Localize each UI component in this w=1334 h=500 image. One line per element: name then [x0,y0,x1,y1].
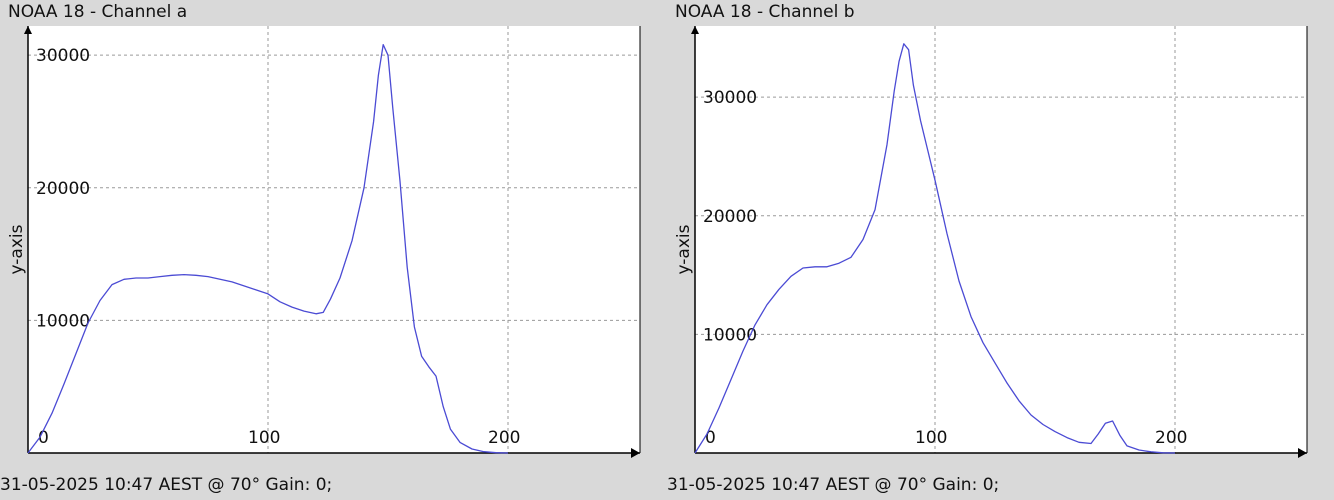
y-tick-label: 30000 [36,46,90,66]
y-tick-label: 20000 [703,207,757,227]
y-axis-arrow [691,26,699,34]
x-tick-label: 200 [1155,428,1187,448]
chart-title: NOAA 18 - Channel a [8,2,188,22]
chart-a: 0 100 200 10000 20000 30000 y-axis [7,26,641,458]
y-tick-label: 20000 [36,179,90,199]
x-tick-label: 200 [488,428,520,448]
y-tick-label: 10000 [36,311,90,331]
chart-footer: 31-05-2025 10:47 AEST @ 70° Gain: 0; [667,475,1000,495]
series-line [694,43,1176,454]
chart-footer: 31-05-2025 10:47 AEST @ 70° Gain: 0; [0,475,333,495]
y-axis-label: y-axis [674,224,694,274]
plot-area [28,26,640,453]
plot-area [695,26,1307,453]
chart-panel-a: 0 100 200 10000 20000 30000 y-axis NOAA 18 - C… [0,2,641,495]
x-tick-label: 100 [248,428,280,448]
chart-title: NOAA 18 - Channel b [675,2,855,22]
x-tick-label: 0 [705,428,716,448]
x-axis-arrow [631,448,640,458]
chart-b: 0 100 200 10000 20000 30000 y-axis [674,26,1308,458]
y-axis-label: y-axis [7,224,27,274]
x-tick-label: 0 [38,428,49,448]
x-tick-label: 100 [915,428,947,448]
x-axis-arrow [1298,448,1307,458]
y-axis-arrow [24,26,32,34]
chart-panel-b: 0 100 200 10000 20000 30000 y-axis NOAA 18 - C… [667,0,1334,500]
y-tick-label: 30000 [703,88,757,108]
y-tick-label: 10000 [703,325,757,345]
series-line [27,43,509,454]
